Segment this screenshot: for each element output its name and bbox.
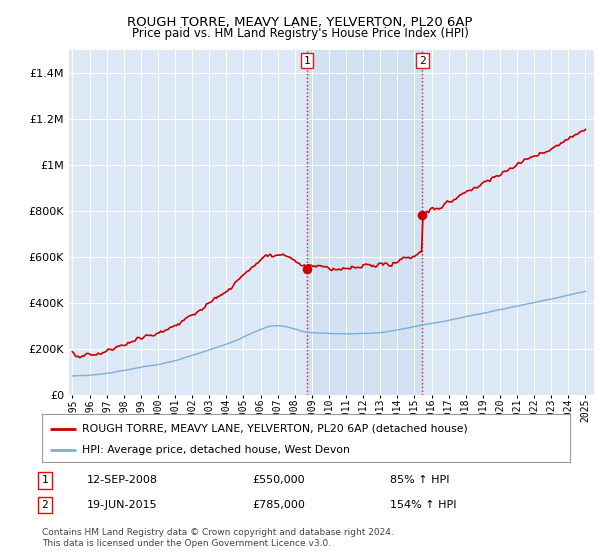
Text: Contains HM Land Registry data © Crown copyright and database right 2024.: Contains HM Land Registry data © Crown c… bbox=[42, 528, 394, 536]
Text: 1: 1 bbox=[41, 475, 49, 486]
Text: This data is licensed under the Open Government Licence v3.0.: This data is licensed under the Open Gov… bbox=[42, 539, 331, 548]
Text: 154% ↑ HPI: 154% ↑ HPI bbox=[390, 500, 457, 510]
Bar bbox=[307, 50, 422, 395]
Text: Price paid vs. HM Land Registry's House Price Index (HPI): Price paid vs. HM Land Registry's House … bbox=[131, 27, 469, 40]
Text: ROUGH TORRE, MEAVY LANE, YELVERTON, PL20 6AP: ROUGH TORRE, MEAVY LANE, YELVERTON, PL20… bbox=[127, 16, 473, 29]
Text: 12-SEP-2008: 12-SEP-2008 bbox=[87, 475, 158, 486]
Text: £785,000: £785,000 bbox=[252, 500, 305, 510]
Text: £550,000: £550,000 bbox=[252, 475, 305, 486]
Text: 2: 2 bbox=[419, 55, 426, 66]
Text: 85% ↑ HPI: 85% ↑ HPI bbox=[390, 475, 449, 486]
Text: ROUGH TORRE, MEAVY LANE, YELVERTON, PL20 6AP (detached house): ROUGH TORRE, MEAVY LANE, YELVERTON, PL20… bbox=[82, 424, 467, 433]
Point bbox=[418, 210, 427, 219]
Text: HPI: Average price, detached house, West Devon: HPI: Average price, detached house, West… bbox=[82, 445, 349, 455]
Text: 19-JUN-2015: 19-JUN-2015 bbox=[87, 500, 158, 510]
Point bbox=[302, 264, 311, 273]
Text: 1: 1 bbox=[304, 55, 310, 66]
Text: 2: 2 bbox=[41, 500, 49, 510]
